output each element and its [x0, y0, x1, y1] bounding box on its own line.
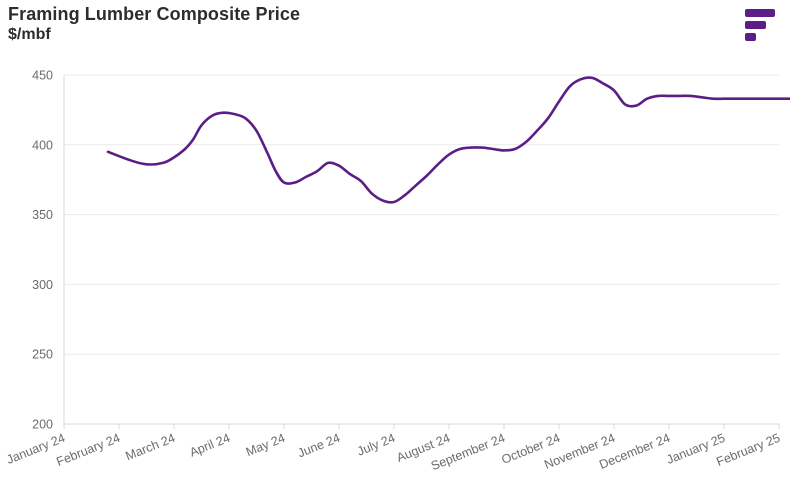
x-tick-label: April 24 [188, 431, 233, 460]
series-layer [106, 76, 790, 204]
x-tick-label: July 24 [355, 431, 397, 459]
x-tick-label: March 24 [124, 431, 178, 464]
chart-unit-label: $/mbf [8, 25, 51, 43]
chart-title: Framing Lumber Composite Price [8, 4, 301, 24]
y-tick-label: 350 [32, 208, 53, 222]
grid-lines [64, 74, 779, 355]
x-tick-label: February 25 [714, 431, 782, 469]
y-tick-label: 300 [32, 278, 53, 292]
chart-header: Framing Lumber Composite Price $/mbf [8, 4, 300, 44]
y-tick-label: 250 [32, 348, 53, 362]
y-axis-tick-labels: 200 250 300 350 400 450 [32, 69, 53, 432]
y-tick-label: 200 [32, 418, 53, 432]
x-tick-label: February 24 [54, 431, 122, 469]
brand-logo-icon [745, 9, 775, 41]
y-tick-label: 400 [32, 138, 53, 152]
axes [63, 75, 780, 429]
y-tick-label: 450 [32, 69, 53, 83]
series-line-0 [106, 76, 790, 204]
x-tick-label: June 24 [296, 431, 343, 461]
x-tick-label: May 24 [244, 431, 287, 459]
